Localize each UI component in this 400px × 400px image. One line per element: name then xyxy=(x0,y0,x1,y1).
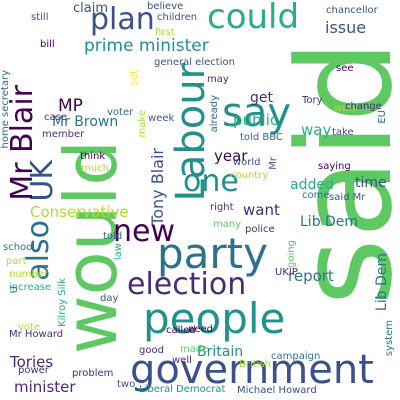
word-set: set xyxy=(129,70,140,86)
word-police: police xyxy=(245,224,275,235)
word-issue: issue xyxy=(325,18,367,37)
word-tory: Tory xyxy=(302,95,323,106)
word-conservative: Conservative xyxy=(30,203,129,221)
word-british: British xyxy=(239,359,271,370)
word-take: take xyxy=(332,127,354,138)
word-added: added xyxy=(290,177,334,193)
word-government: government xyxy=(130,347,374,393)
word-work: work xyxy=(334,103,359,114)
word-one: one xyxy=(183,164,239,199)
word-change: change xyxy=(345,101,382,112)
word-told-bbc: told BBC xyxy=(240,132,283,143)
word-week: week xyxy=(148,113,175,124)
word-case: case xyxy=(44,112,67,123)
word-prime-minister: prime minister xyxy=(84,36,209,56)
word-think: think xyxy=(80,151,106,162)
word-people: people xyxy=(143,294,286,343)
word-mr-brown: Mr Brown xyxy=(52,114,119,130)
word-need: need xyxy=(188,324,213,335)
word-election: election xyxy=(127,267,247,302)
word-lib-dem: Lib Dem xyxy=(300,214,359,230)
word-may: may xyxy=(207,74,229,85)
word-get: get xyxy=(250,90,273,106)
word-member: member xyxy=(42,129,85,140)
word-power: power xyxy=(18,365,49,376)
word-system: system xyxy=(384,320,395,357)
word-see: see xyxy=(336,63,354,74)
word-right: right xyxy=(210,202,234,213)
word-voter: voter xyxy=(107,107,134,118)
word-problem: problem xyxy=(72,368,114,379)
word-liberal-democrat: Liberal Democrat xyxy=(139,384,226,395)
word-country: country xyxy=(230,170,269,181)
word-said-mr: said Mr xyxy=(329,192,366,203)
word-mr: Mr xyxy=(268,157,279,170)
word-school: school xyxy=(3,242,36,253)
word-two: two xyxy=(117,379,136,390)
word-saying: saying xyxy=(318,161,351,172)
word-michael-howard: Michael Howard xyxy=(237,385,317,396)
word-told: told xyxy=(103,231,123,242)
word-public: public xyxy=(233,111,279,129)
word-first: first xyxy=(155,27,175,38)
word-mr-howard: Mr Howard xyxy=(9,329,64,340)
word-time: time xyxy=(355,175,387,191)
word-way: way xyxy=(301,121,332,139)
word-day: day xyxy=(100,293,119,304)
word-new: new xyxy=(113,214,176,249)
word-could: could xyxy=(207,0,300,37)
word-number: number xyxy=(9,269,49,280)
word-come: come xyxy=(302,190,330,201)
word-want: want xyxy=(243,201,280,219)
word-say: say xyxy=(222,90,292,136)
word-home-secretary: home secretary xyxy=(0,70,11,149)
word-called: called xyxy=(166,325,196,336)
word-already: already xyxy=(209,95,220,133)
word-bill: bill xyxy=(40,39,55,50)
word-much: much xyxy=(81,163,109,174)
word-general-election: general election xyxy=(154,57,235,68)
word-tories: Tories xyxy=(10,353,54,371)
word-ukip: UKIP xyxy=(275,267,298,278)
word-good: good xyxy=(139,345,164,356)
word-britain: Britain xyxy=(197,344,244,360)
word-plan: plan xyxy=(90,2,155,37)
word-still: still xyxy=(31,12,49,23)
word-part: part xyxy=(6,256,27,267)
word-well: well xyxy=(172,355,192,366)
word-world: world xyxy=(233,157,261,168)
word-increase: increase xyxy=(9,282,52,293)
word-eu: EU xyxy=(377,110,388,124)
word-party: party xyxy=(157,229,268,278)
word-mp: MP xyxy=(58,96,83,116)
word-lib-dem-vertical: Lib Dem xyxy=(374,253,390,312)
word-report: report xyxy=(288,267,334,285)
word-many: many xyxy=(213,219,242,230)
word-going: going xyxy=(286,240,297,268)
word-chancellor: chancellor xyxy=(326,5,378,16)
word-vote: vote xyxy=(18,322,41,333)
word-mr-blair: Mr Blair xyxy=(5,85,40,201)
word-kilroy-silk: Kilroy Silk xyxy=(57,278,68,327)
word-children: children xyxy=(157,12,198,23)
word-believe: believe xyxy=(147,1,184,12)
word-claim: claim xyxy=(73,1,109,16)
word-made: made xyxy=(180,344,209,355)
word-make: make xyxy=(137,110,148,138)
word-year: year xyxy=(214,147,248,165)
word-minister: minister xyxy=(14,378,76,396)
word-campaign: campaign xyxy=(271,351,321,362)
